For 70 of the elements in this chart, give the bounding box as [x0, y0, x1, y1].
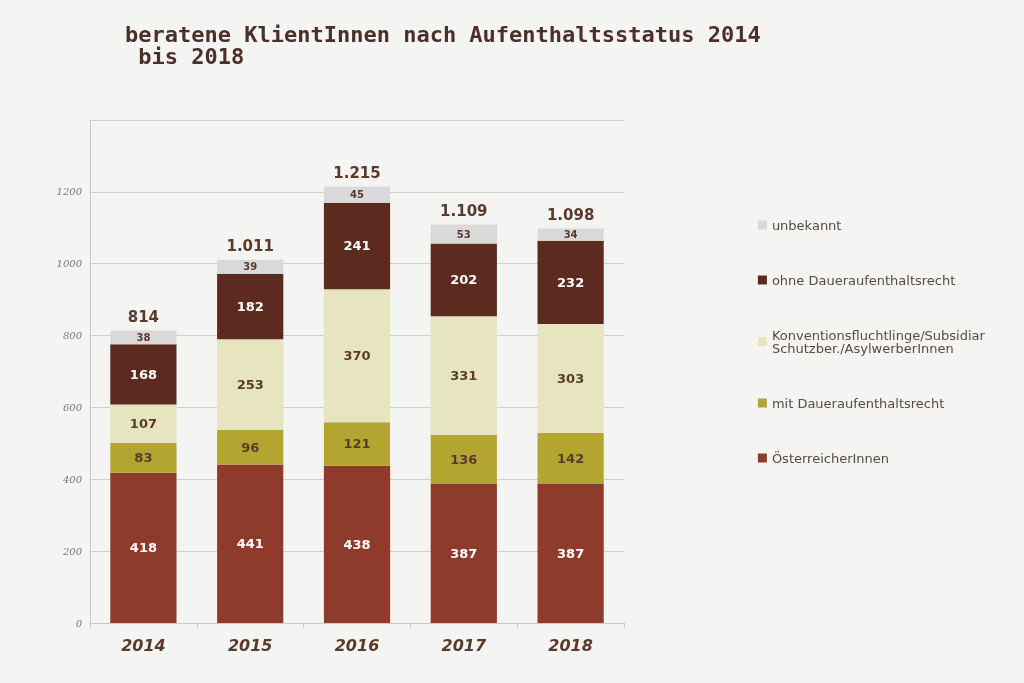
total-label: 1.098: [546, 206, 595, 224]
bar: [537, 483, 604, 623]
legend-label: Konventionsfluchtlinge/Subsidiar Schutzber./AsylwerberInnen: [771, 327, 990, 356]
data-label: 53: [456, 228, 471, 240]
bar: [217, 430, 284, 465]
y-tick-label: 600: [62, 401, 83, 413]
legend-label: ohne Daueraufenthaltsrecht: [771, 272, 956, 288]
chart-title: beratene KlientInnen nach Aufenthaltsstatus 2014 bis 2018: [125, 21, 761, 69]
data-label: 39: [243, 261, 258, 273]
bar: [110, 344, 177, 405]
data-label: 96: [241, 439, 260, 455]
bar: [110, 404, 177, 443]
x-tick-label: 2014: [121, 635, 166, 655]
total-label: 1.215: [333, 163, 381, 182]
x-tick-label: 2015: [227, 635, 273, 655]
data-label: 45: [350, 189, 364, 201]
data-label: 232: [557, 274, 585, 290]
bar: [430, 243, 497, 317]
bar: [110, 472, 177, 623]
bar: [217, 273, 284, 340]
data-label: 253: [236, 377, 264, 393]
data-label: 418: [129, 540, 157, 556]
data-label: 136: [450, 452, 478, 468]
y-tick-label: 400: [61, 473, 83, 485]
data-label: 202: [450, 272, 478, 288]
bar: [430, 224, 497, 244]
bar: [323, 289, 391, 423]
data-label: 331: [450, 368, 478, 384]
y-tick-label: 0: [75, 617, 83, 629]
data-label: 168: [129, 366, 157, 382]
bar: [537, 228, 604, 241]
bar: [217, 339, 284, 431]
x-tick-label: 2018: [548, 635, 593, 655]
bar: [537, 432, 604, 484]
y-tick-label: 200: [61, 545, 83, 557]
bar: [323, 422, 391, 466]
bar: [217, 464, 284, 623]
legend-label: unbekannt: [771, 217, 842, 233]
data-label: 370: [343, 348, 371, 364]
total-label: 1.011: [226, 237, 274, 256]
data-label: 142: [557, 450, 585, 466]
bar: [430, 316, 497, 436]
data-label: 83: [134, 450, 153, 466]
data-label: 107: [129, 416, 157, 432]
legend-label: ÖsterreicherInnen: [771, 449, 890, 466]
total-label: 814: [127, 308, 160, 327]
y-tick-label: 1000: [56, 258, 83, 270]
legend-label: mit Daueraufenthaltsrecht: [771, 395, 945, 411]
data-label: 241: [343, 238, 371, 254]
bar: [323, 465, 391, 623]
total-label: 1.109: [440, 202, 488, 221]
y-tick-label: 1200: [56, 186, 83, 198]
data-label: 121: [343, 436, 371, 452]
data-label: 438: [343, 536, 371, 552]
data-label: 387: [557, 545, 585, 561]
bar: [430, 435, 497, 484]
data-label: 34: [563, 229, 578, 241]
y-tick-label: 800: [62, 330, 83, 342]
data-label: 38: [136, 331, 151, 343]
x-tick-label: 2017: [441, 635, 487, 655]
x-tick-label: 2016: [334, 635, 380, 655]
bar: [537, 240, 604, 325]
data-label: 303: [557, 371, 585, 387]
bar: [323, 202, 391, 290]
bar: [537, 324, 604, 433]
bar: [110, 443, 177, 473]
data-label: 441: [236, 536, 264, 552]
bar: [430, 483, 497, 623]
data-label: 182: [236, 298, 264, 314]
data-label: 387: [450, 545, 478, 561]
